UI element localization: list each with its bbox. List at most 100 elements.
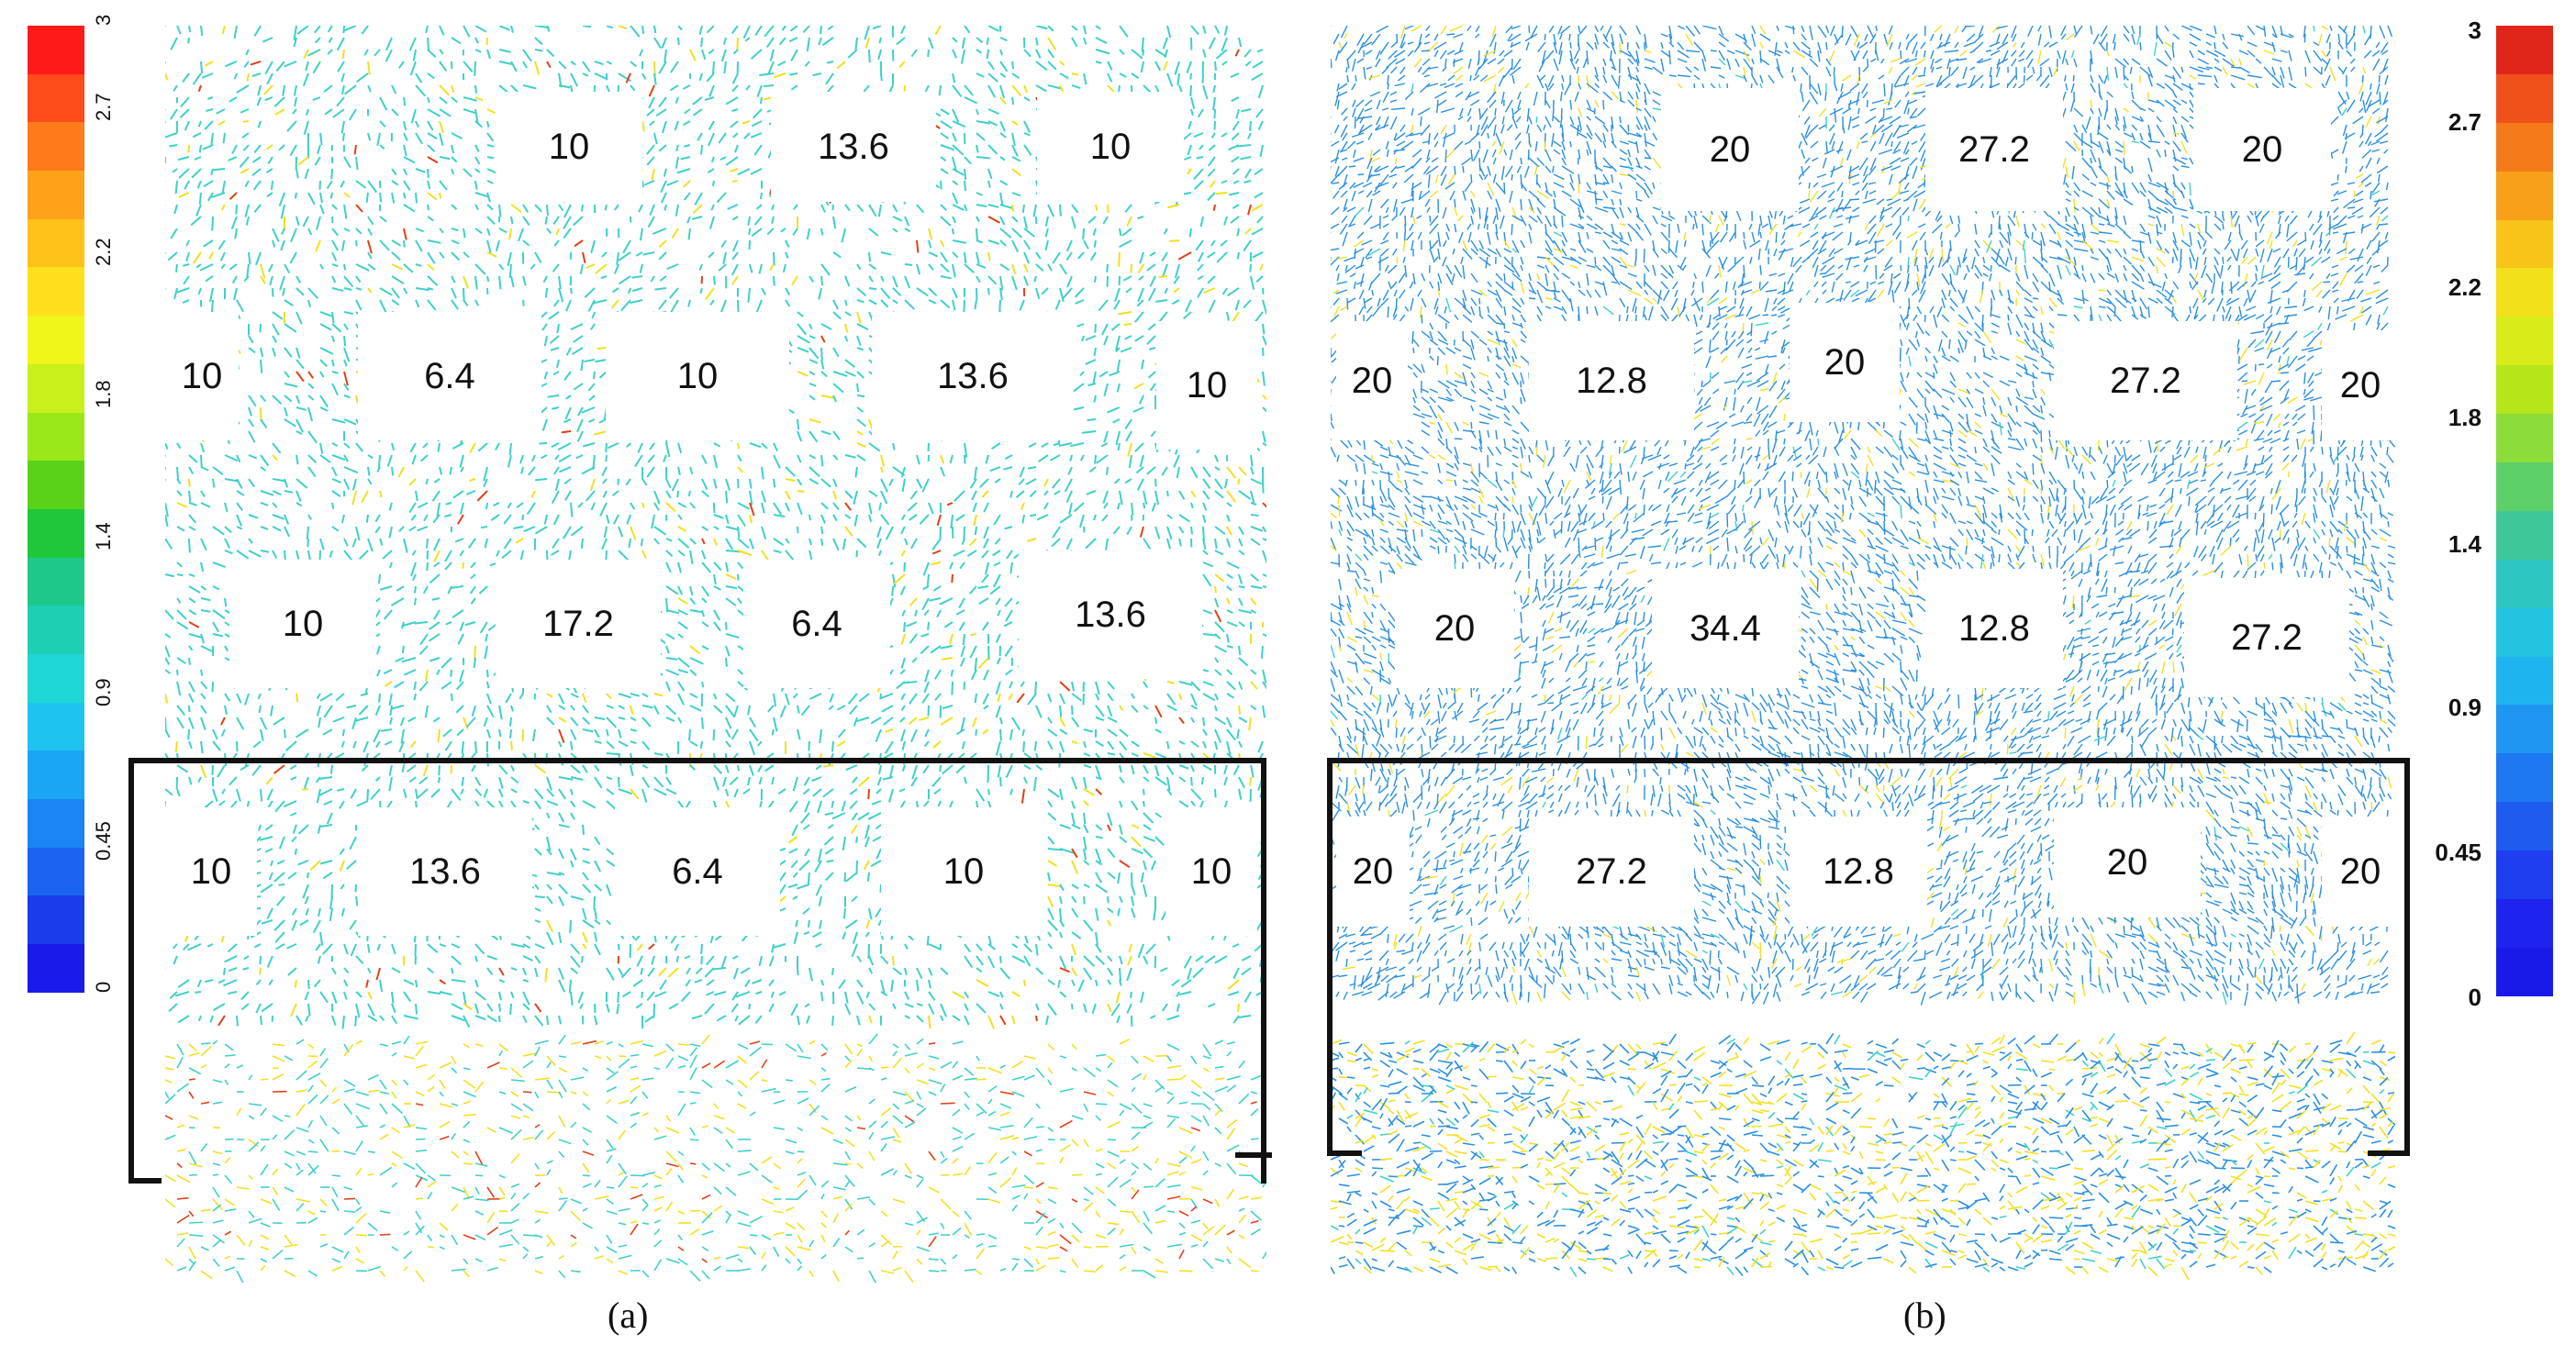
velocity-vector <box>940 454 945 464</box>
velocity-vector <box>287 872 297 880</box>
velocity-vector <box>952 263 956 278</box>
velocity-vector <box>194 156 202 161</box>
velocity-vector <box>331 275 337 283</box>
velocity-vector <box>606 788 615 795</box>
velocity-vector <box>744 37 751 42</box>
velocity-vector <box>1059 84 1065 93</box>
velocity-vector <box>771 216 775 224</box>
velocity-vector <box>546 848 552 856</box>
velocity-vector <box>744 979 751 988</box>
velocity-vector <box>212 478 216 488</box>
velocity-vector <box>940 216 952 227</box>
velocity-vector <box>880 466 884 473</box>
velocity-vector <box>605 442 608 453</box>
velocity-vector <box>1195 955 1204 962</box>
velocity-vector <box>630 764 634 776</box>
velocity-vector <box>282 287 285 296</box>
velocity-vector <box>677 561 682 573</box>
velocity-vector <box>1127 955 1132 966</box>
velocity-vector <box>1249 776 1252 786</box>
velocity-vector <box>1102 216 1109 225</box>
velocity-vector <box>415 788 418 799</box>
velocity-vector <box>463 251 470 259</box>
velocity-vector <box>558 824 570 828</box>
velocity-vector <box>951 573 953 584</box>
velocity-vector <box>785 478 796 483</box>
velocity-vector <box>416 788 429 799</box>
velocity-vector <box>1190 526 1194 535</box>
velocity-vector <box>427 299 437 311</box>
velocity-vector <box>683 192 691 201</box>
velocity-vector <box>1094 323 1097 333</box>
velocity-vector <box>856 311 862 324</box>
velocity-vector <box>508 263 512 278</box>
velocity-vector <box>987 645 990 661</box>
velocity-vector <box>665 717 675 722</box>
velocity-vector <box>273 764 285 774</box>
velocity-vector <box>1119 728 1129 738</box>
velocity-vector <box>826 61 834 64</box>
velocity-vector <box>1178 717 1185 725</box>
velocity-vector <box>1163 228 1168 235</box>
velocity-vector <box>551 490 560 504</box>
velocity-vector <box>1190 764 1195 772</box>
velocity-vector <box>1095 37 1108 44</box>
velocity-vector <box>498 228 507 234</box>
velocity-vector <box>1226 669 1233 676</box>
velocity-vector <box>856 287 867 296</box>
velocity-vector <box>653 61 656 76</box>
velocity-vector <box>1143 812 1154 824</box>
velocity-vector <box>1190 466 1199 479</box>
velocity-vector <box>964 776 967 784</box>
velocity-vector <box>595 359 608 363</box>
velocity-vector <box>1202 573 1212 587</box>
velocity-vector <box>307 299 312 308</box>
velocity-vector <box>688 728 691 741</box>
velocity-vector <box>451 299 459 310</box>
velocity-vector <box>200 26 204 37</box>
velocity-vector <box>661 37 667 49</box>
velocity-vector <box>229 776 238 786</box>
velocity-vector <box>355 156 359 171</box>
velocity-vector <box>1230 72 1240 78</box>
velocity-vector <box>831 967 834 975</box>
velocity-vector <box>1071 776 1078 790</box>
velocity-vector <box>196 979 202 988</box>
velocity-vector <box>1085 359 1097 365</box>
velocity-vector <box>1193 168 1204 181</box>
velocity-vector <box>820 454 824 467</box>
velocity-vector <box>689 597 697 606</box>
velocity-vector <box>1047 717 1053 724</box>
velocity-vector <box>379 192 383 203</box>
velocity-vector <box>307 430 318 444</box>
velocity-vector <box>997 693 1001 702</box>
velocity-vector <box>224 597 228 607</box>
velocity-vector <box>403 192 407 199</box>
velocity-vector <box>1190 800 1196 806</box>
velocity-vector <box>618 26 628 30</box>
velocity-vector <box>844 311 852 317</box>
velocity-vector <box>725 788 730 797</box>
velocity-vector <box>182 72 190 83</box>
velocity-vector <box>1236 144 1252 148</box>
velocity-vector <box>875 728 882 743</box>
velocity-vector <box>1196 156 1204 160</box>
velocity-vector <box>1004 454 1013 461</box>
velocity-vector <box>165 645 171 658</box>
velocity-vector <box>185 239 190 247</box>
velocity-vector <box>1083 740 1087 749</box>
velocity-vector <box>198 192 202 205</box>
velocity-vector <box>770 991 775 998</box>
velocity-vector <box>939 526 942 539</box>
velocity-vector <box>1047 740 1054 750</box>
velocity-vector <box>1047 800 1054 808</box>
velocity-vector <box>987 108 1000 116</box>
velocity-vector <box>343 228 351 232</box>
velocity-vector <box>1236 728 1240 739</box>
velocity-vector <box>195 263 202 269</box>
velocity-vector <box>708 84 715 97</box>
velocity-vector <box>952 180 959 186</box>
velocity-vector <box>451 132 463 140</box>
velocity-vector <box>220 263 226 270</box>
velocity-vector <box>296 395 301 405</box>
